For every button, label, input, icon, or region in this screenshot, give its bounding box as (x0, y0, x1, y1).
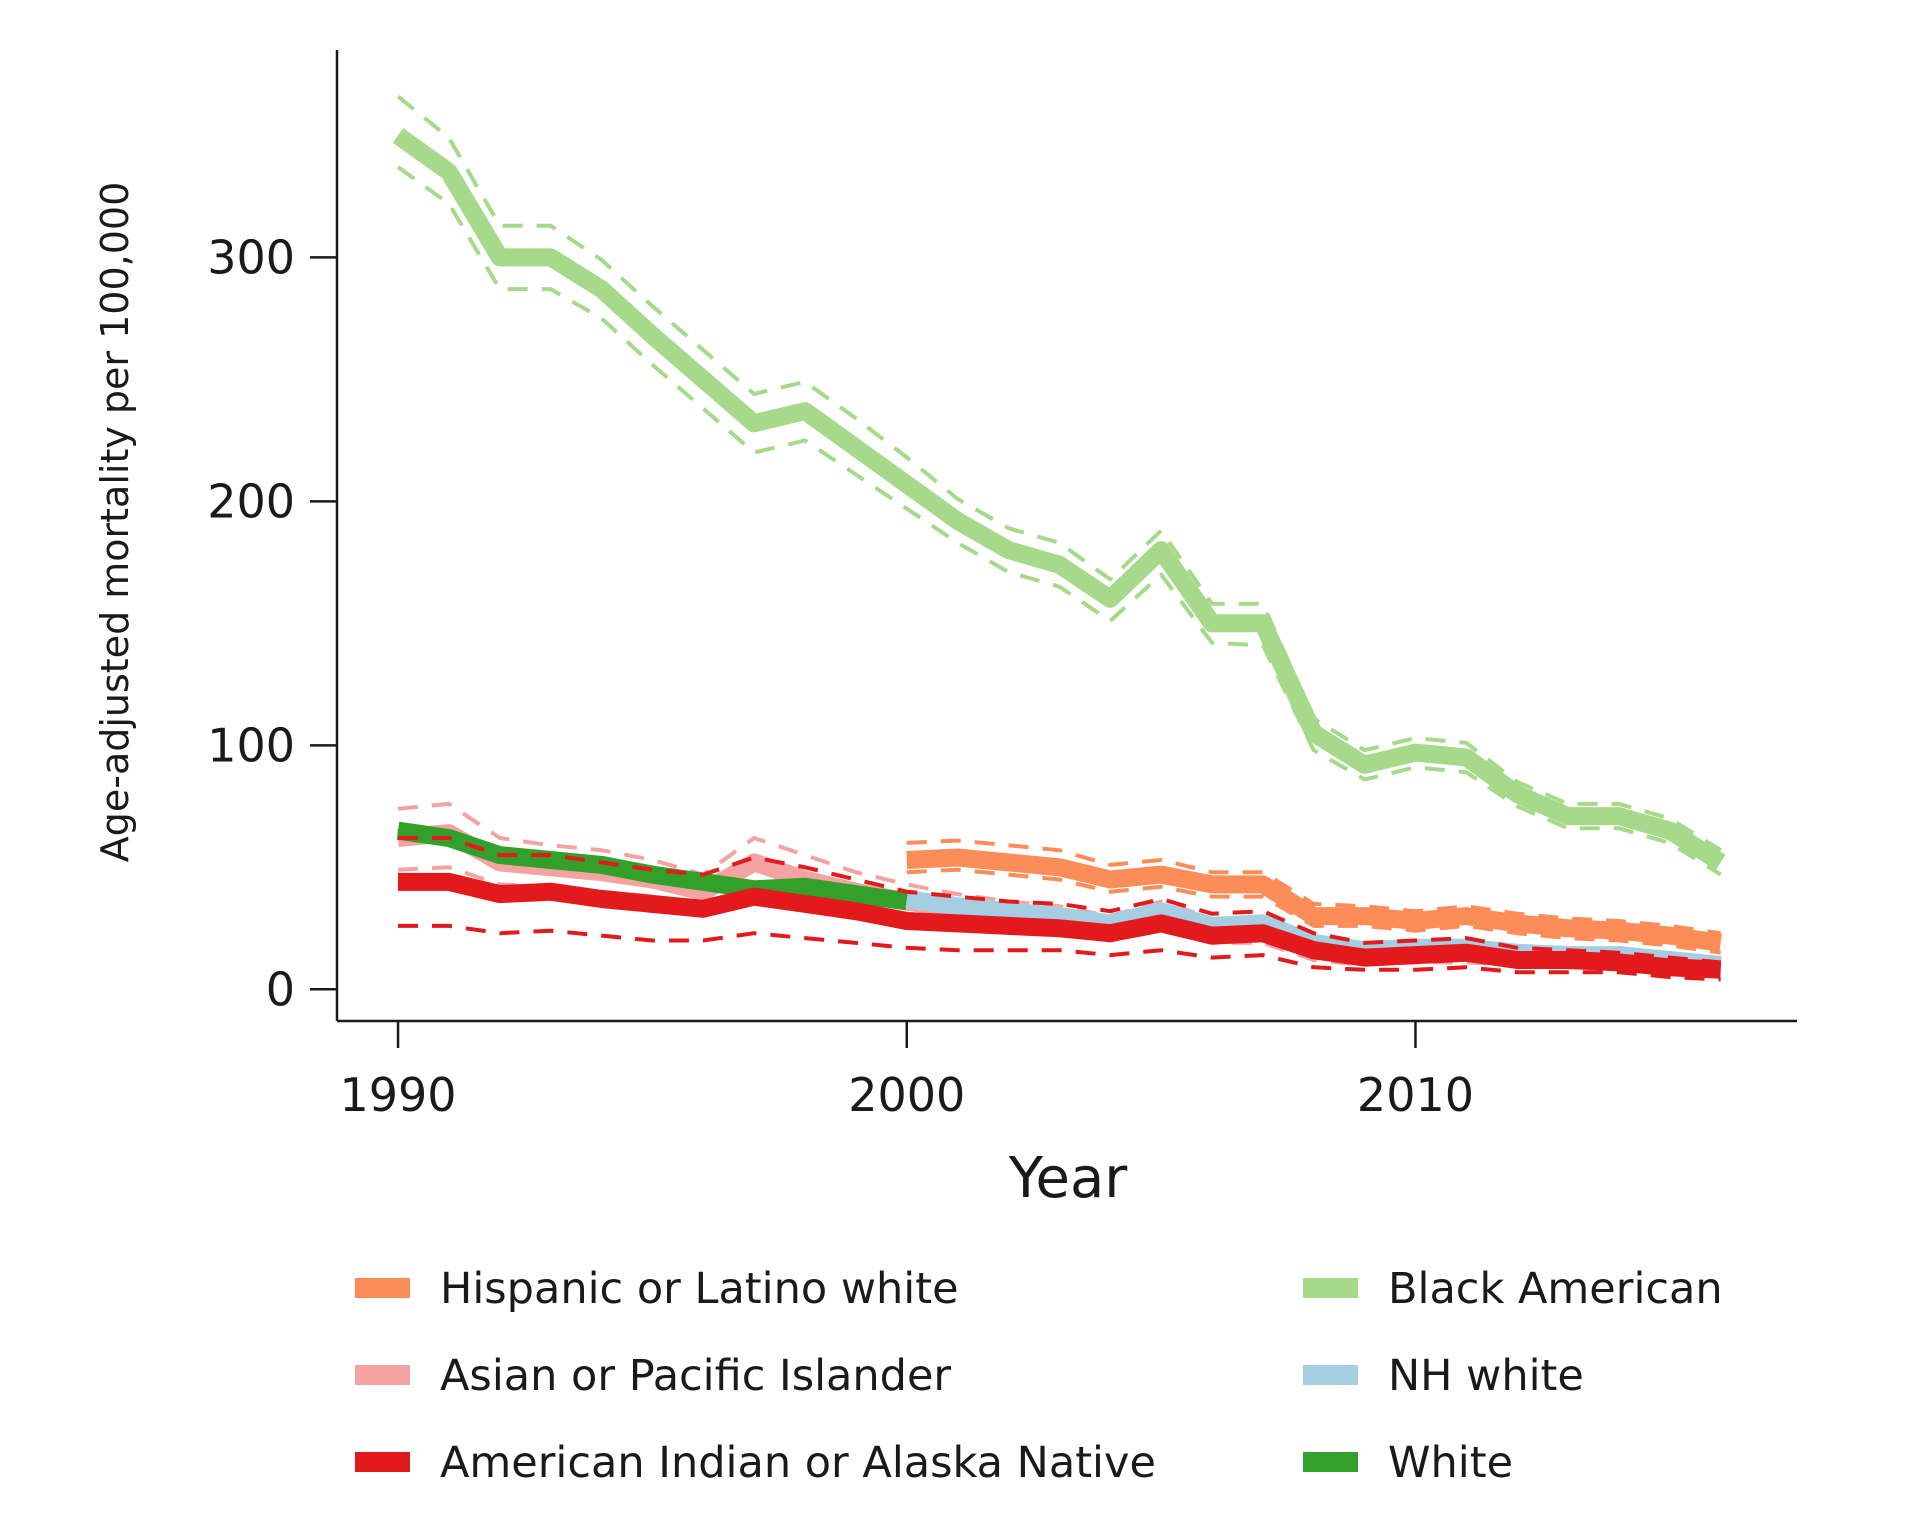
series-american-indian-or-alaska-native-lower-bound (398, 923, 1721, 982)
y-tick-label-100: 100 (207, 718, 295, 772)
y-axis-title: Age-adjusted mortality per 100,000 (93, 182, 137, 863)
x-tick-label-2010: 2010 (1357, 1068, 1474, 1122)
y-tick-label-300: 300 (207, 230, 295, 284)
x-axis-title: Year (1008, 1146, 1129, 1211)
series-american-indian-or-alaska-native-upper-bound (398, 836, 1721, 965)
series-hispanic-or-latino-white (906, 838, 1722, 955)
legend-swatch-nh-white (1303, 1365, 1358, 1385)
axes-layer (335, 50, 1797, 1023)
series-asian-or-pacific-islander-upper-bound (397, 801, 1721, 962)
legend-label-american-indian-or-alaska-native: American Indian or Alaska Native (440, 1438, 1156, 1488)
series-black-american-line (392, 128, 1726, 871)
legend-label-asian-or-pacific-islander: Asian or Pacific Islander (440, 1351, 951, 1401)
legend-item-nh-white: NH white (1303, 1351, 1584, 1401)
legend-label-white: White (1388, 1438, 1513, 1488)
legend-item-hispanic-or-latino-white: Hispanic or Latino white (355, 1264, 959, 1314)
legend-label-hispanic-or-latino-white: Hispanic or Latino white (440, 1264, 959, 1314)
legend-label-nh-white: NH white (1388, 1351, 1584, 1401)
legend-swatch-black-american (1303, 1278, 1358, 1298)
x-tick-label-2000: 2000 (848, 1068, 965, 1122)
legend-swatch-hispanic-or-latino-white (355, 1278, 410, 1298)
legend-swatch-american-indian-or-alaska-native (355, 1452, 410, 1472)
x-tick-label-1990: 1990 (340, 1068, 457, 1122)
series-hispanic-or-latino-white-line (906, 848, 1722, 952)
series-black-american-upper-bound (396, 94, 1722, 852)
legend-swatch-white (1303, 1452, 1358, 1472)
y-tick-label-0: 0 (266, 962, 295, 1016)
legend-swatch-asian-or-pacific-islander (355, 1365, 410, 1385)
series-hispanic-or-latino-white-upper-bound (906, 838, 1721, 936)
series-american-indian-or-alaska-native (398, 836, 1722, 982)
series-american-indian-or-alaska-native-line (398, 872, 1722, 979)
legend: Hispanic or Latino white Asian or Pacific… (355, 1264, 1723, 1488)
ticks-layer: 0 100 200 300 1990 2000 2010 (207, 230, 1474, 1122)
legend-label-black-american: Black American (1388, 1264, 1723, 1314)
legend-item-american-indian-or-alaska-native: American Indian or Alaska Native (355, 1438, 1156, 1488)
series-black-american-lower-bound (396, 165, 1722, 877)
series-black-american (392, 94, 1726, 877)
series-hispanic-or-latino-white-lower-bound (906, 867, 1721, 955)
legend-item-white: White (1303, 1438, 1513, 1488)
series-layer (392, 94, 1726, 982)
legend-item-asian-or-pacific-islander: Asian or Pacific Islander (355, 1351, 951, 1401)
y-tick-label-200: 200 (207, 474, 295, 528)
legend-item-black-american: Black American (1303, 1264, 1723, 1314)
